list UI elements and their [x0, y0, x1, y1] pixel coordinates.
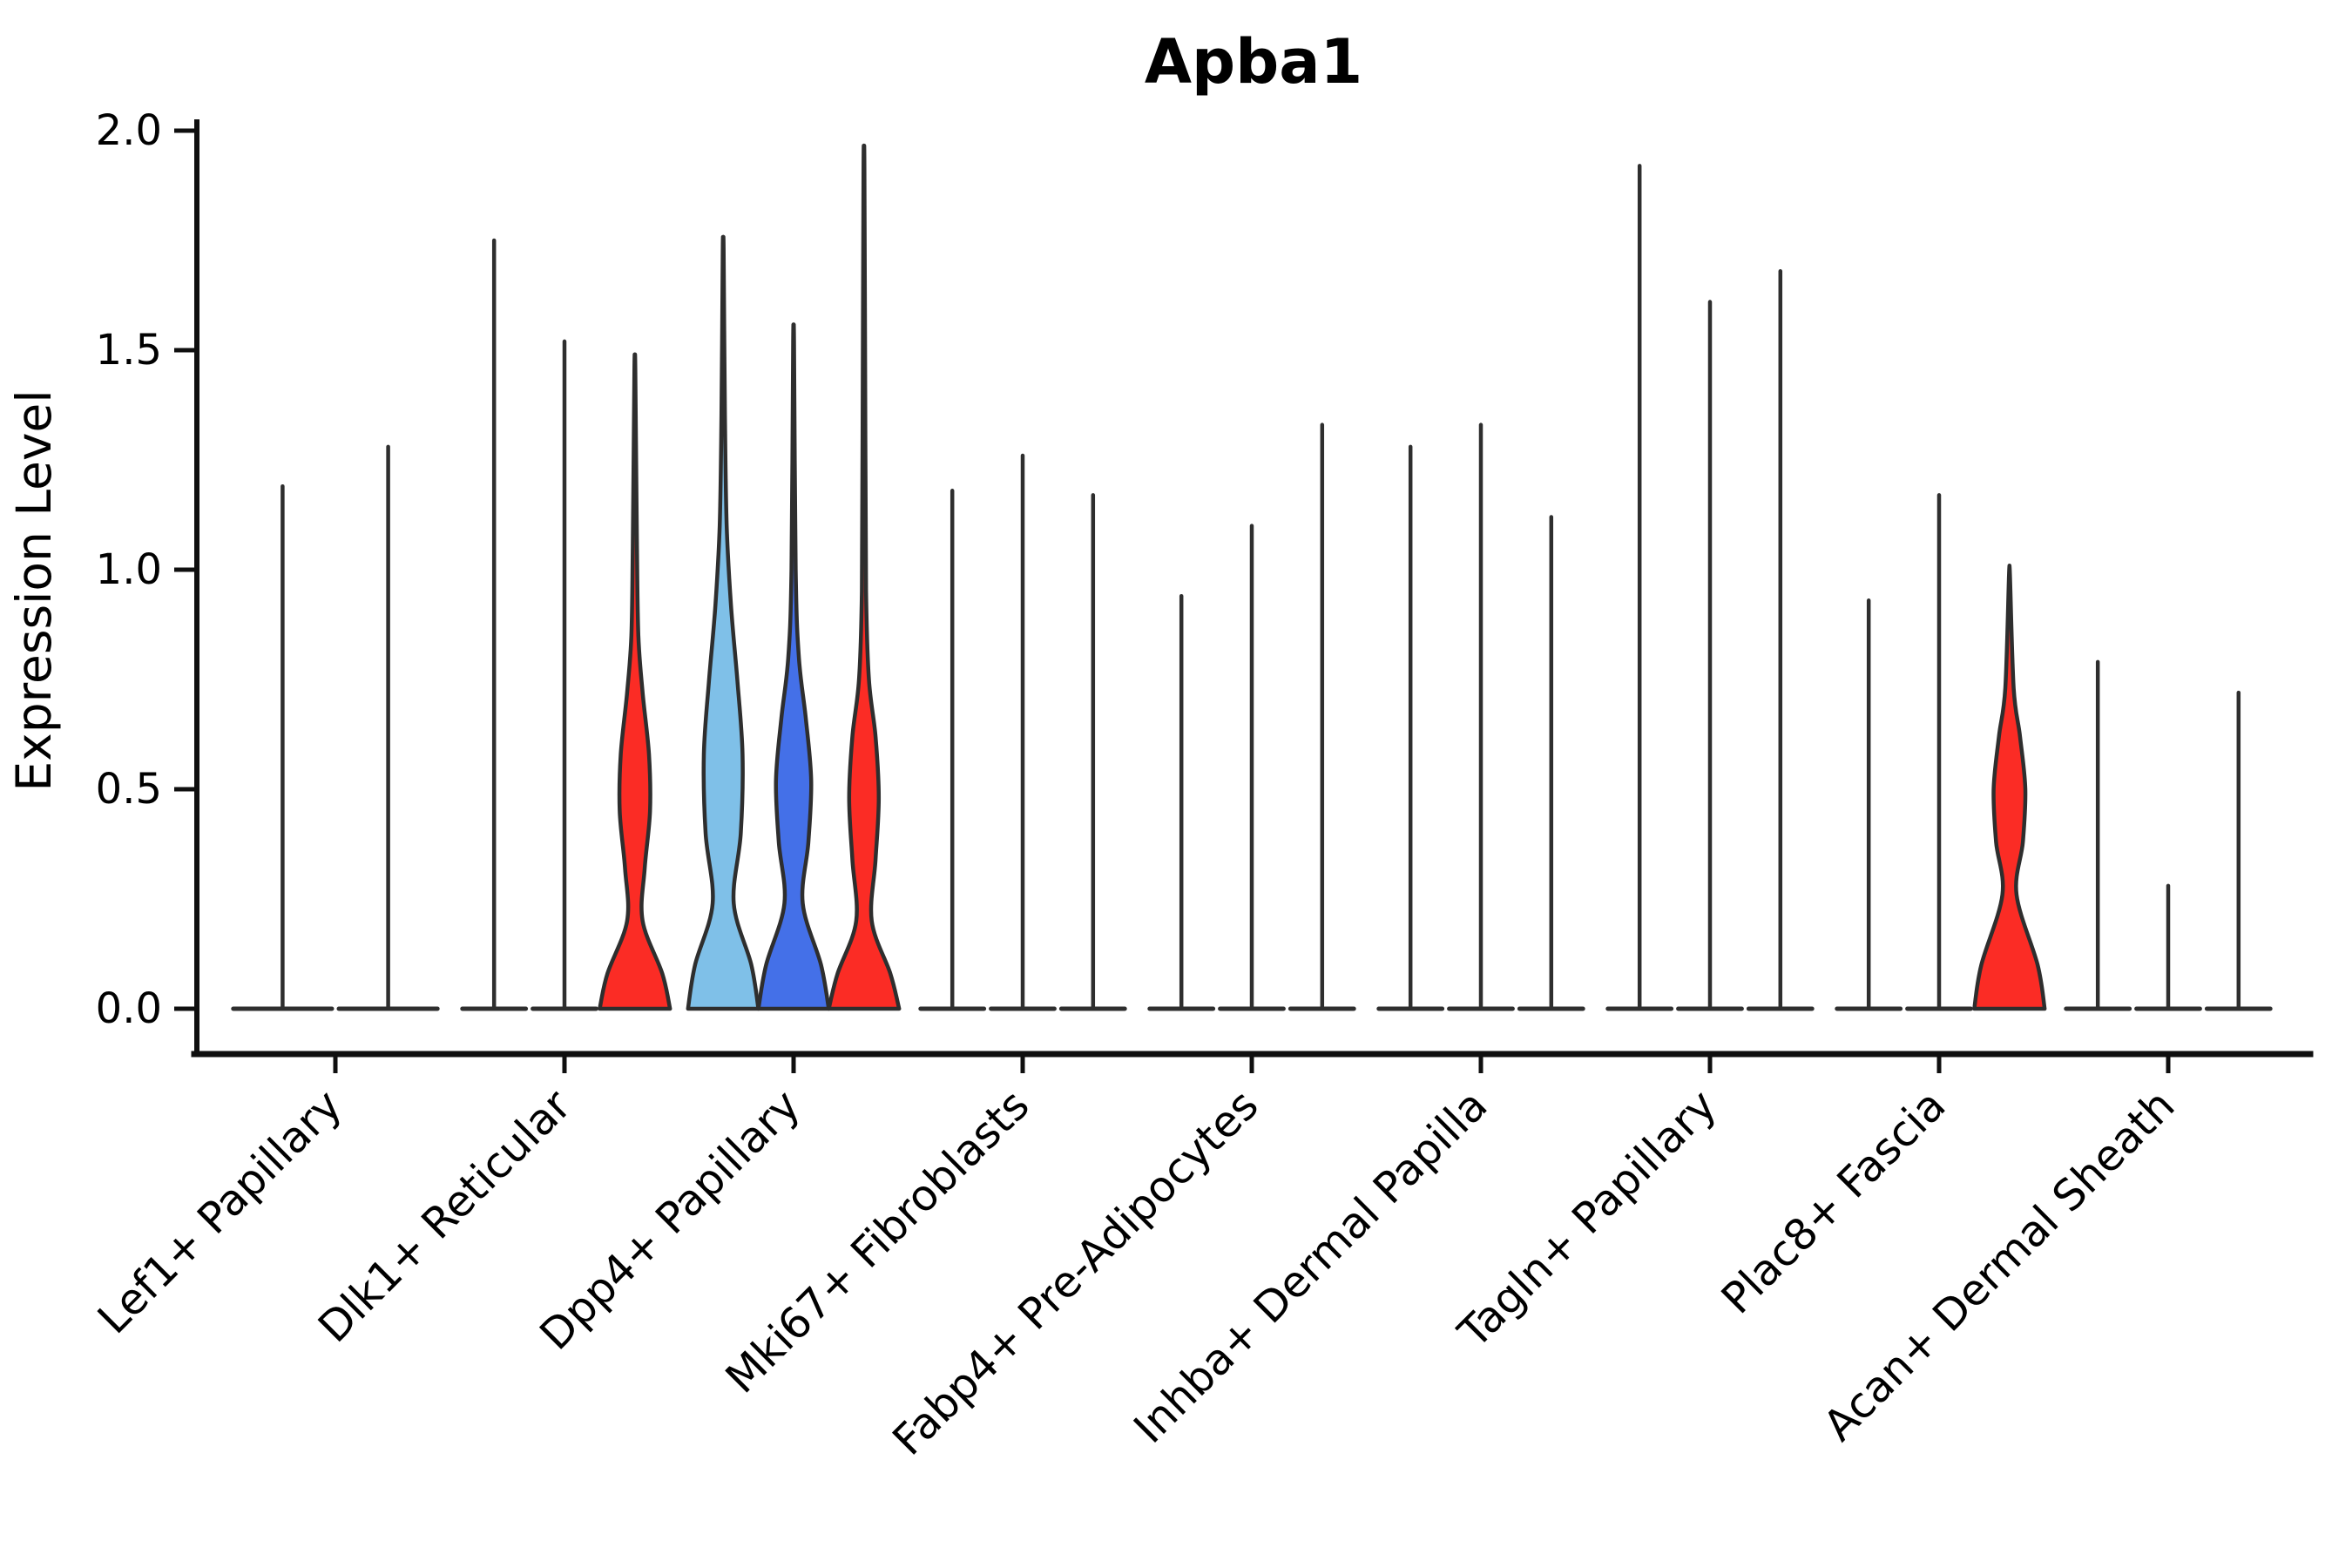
y-tick-label: 0.5 — [96, 765, 162, 814]
violin-body-1-2 — [598, 352, 672, 1011]
y-axis-label: Expression Level — [6, 389, 62, 791]
chart-title: Apba1 — [1145, 26, 1362, 98]
violin-body-2-1 — [756, 322, 831, 1011]
y-tick-label: 2.0 — [96, 106, 162, 155]
y-tick-label: 0.0 — [96, 984, 162, 1033]
violin-body-2-2 — [827, 144, 902, 1011]
y-tick-label: 1.0 — [96, 545, 162, 594]
violin-body-7-2 — [1972, 564, 2047, 1011]
y-tick-label: 1.5 — [96, 326, 162, 375]
violin-body-2-0 — [686, 234, 760, 1011]
